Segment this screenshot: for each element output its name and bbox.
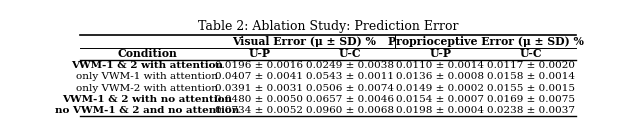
Text: 0.0249 ± 0.0038: 0.0249 ± 0.0038 bbox=[306, 61, 394, 70]
Text: 0.0117 ± 0.0020: 0.0117 ± 0.0020 bbox=[487, 61, 575, 70]
Text: Visual Error (μ ± SD) %: Visual Error (μ ± SD) % bbox=[232, 36, 376, 47]
Text: 0.0158 ± 0.0014: 0.0158 ± 0.0014 bbox=[487, 72, 575, 81]
Text: U-P: U-P bbox=[248, 48, 270, 59]
Text: U-C: U-C bbox=[339, 48, 361, 59]
Text: 0.0407 ± 0.0041: 0.0407 ± 0.0041 bbox=[215, 72, 303, 81]
Text: 0.0155 ± 0.0015: 0.0155 ± 0.0015 bbox=[487, 84, 575, 93]
Text: 0.0391 ± 0.0031: 0.0391 ± 0.0031 bbox=[215, 84, 303, 93]
Text: VWM-1 & 2 with no attention: VWM-1 & 2 with no attention bbox=[62, 95, 232, 104]
Text: 0.0734 ± 0.0052: 0.0734 ± 0.0052 bbox=[215, 106, 303, 115]
Text: 0.0960 ± 0.0068: 0.0960 ± 0.0068 bbox=[306, 106, 394, 115]
Text: only VWM-1 with attention: only VWM-1 with attention bbox=[76, 72, 218, 81]
Text: 0.0169 ± 0.0075: 0.0169 ± 0.0075 bbox=[487, 95, 575, 104]
Text: 0.0506 ± 0.0074: 0.0506 ± 0.0074 bbox=[306, 84, 394, 93]
Text: 0.0149 ± 0.0002: 0.0149 ± 0.0002 bbox=[396, 84, 484, 93]
Text: 0.0196 ± 0.0016: 0.0196 ± 0.0016 bbox=[215, 61, 303, 70]
Text: Proprioceptive Error (μ ± SD) %: Proprioceptive Error (μ ± SD) % bbox=[388, 36, 584, 47]
Text: 0.0238 ± 0.0037: 0.0238 ± 0.0037 bbox=[487, 106, 575, 115]
Text: 0.0154 ± 0.0007: 0.0154 ± 0.0007 bbox=[396, 95, 484, 104]
Text: 0.0657 ± 0.0046: 0.0657 ± 0.0046 bbox=[306, 95, 394, 104]
Text: Table 2: Ablation Study: Prediction Error: Table 2: Ablation Study: Prediction Erro… bbox=[198, 20, 458, 33]
Text: 0.0198 ± 0.0004: 0.0198 ± 0.0004 bbox=[396, 106, 484, 115]
Text: Condition: Condition bbox=[117, 48, 177, 59]
Text: VWM-1 & 2 with attention: VWM-1 & 2 with attention bbox=[71, 61, 223, 70]
Text: U-C: U-C bbox=[520, 48, 542, 59]
Text: 0.0543 ± 0.0011: 0.0543 ± 0.0011 bbox=[306, 72, 394, 81]
Text: U-P: U-P bbox=[429, 48, 451, 59]
Text: no VWM-1 & 2 and no attention: no VWM-1 & 2 and no attention bbox=[55, 106, 239, 115]
Text: 0.0480 ± 0.0050: 0.0480 ± 0.0050 bbox=[215, 95, 303, 104]
Text: 0.0110 ± 0.0014: 0.0110 ± 0.0014 bbox=[396, 61, 484, 70]
Text: 0.0136 ± 0.0008: 0.0136 ± 0.0008 bbox=[396, 72, 484, 81]
Text: only VWM-2 with attention: only VWM-2 with attention bbox=[76, 84, 218, 93]
